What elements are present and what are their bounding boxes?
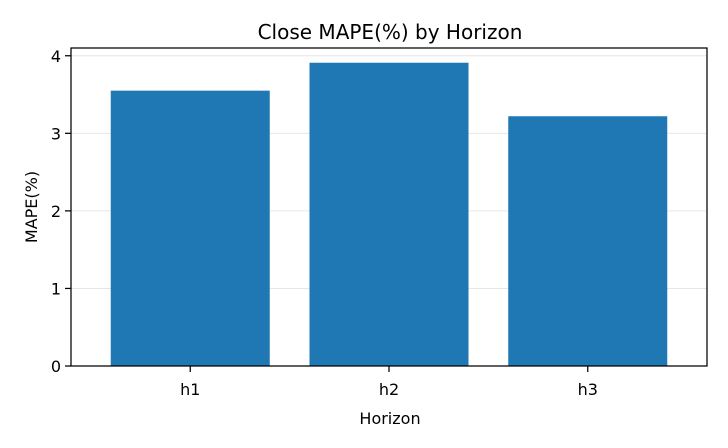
- x-tick-label-h1: h1: [180, 380, 200, 399]
- bar-h1: [110, 90, 270, 366]
- x-axis-ticks: h1 h2 h3: [180, 366, 598, 399]
- bars: [110, 62, 668, 367]
- x-axis-label: Horizon: [359, 409, 420, 428]
- bar-h3: [508, 116, 668, 366]
- y-axis-ticks: 0 1 2 3 4: [51, 47, 71, 376]
- bar-h2: [309, 62, 469, 367]
- y-tick-label: 1: [51, 279, 61, 298]
- y-tick-label: 4: [51, 47, 61, 66]
- y-axis-label: MAPE(%): [22, 171, 41, 243]
- x-tick-label-h3: h3: [578, 380, 598, 399]
- y-tick-label: 0: [51, 357, 61, 376]
- y-tick-label: 3: [51, 124, 61, 143]
- x-tick-label-h2: h2: [379, 380, 399, 399]
- y-tick-label: 2: [51, 202, 61, 221]
- chart-title: Close MAPE(%) by Horizon: [258, 20, 523, 44]
